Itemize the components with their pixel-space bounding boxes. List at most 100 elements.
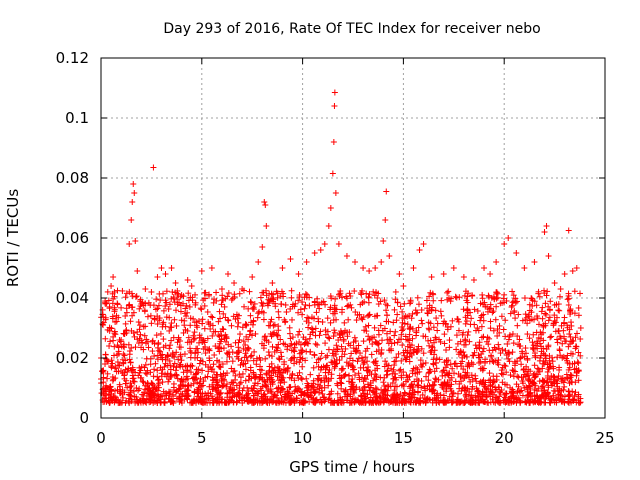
- data-point: [331, 103, 338, 109]
- data-point-cloud: [121, 352, 128, 359]
- data-point-cloud: [463, 318, 470, 325]
- data-point-cloud: [316, 332, 323, 339]
- data-point-cloud: [564, 296, 571, 303]
- data-point-cloud: [339, 365, 346, 372]
- data-point-cloud: [287, 357, 294, 364]
- data-point-cloud: [327, 319, 334, 326]
- data-point-cloud: [132, 344, 139, 351]
- data-point-cloud: [246, 288, 253, 295]
- data-point-cloud: [393, 354, 400, 361]
- data-point-cloud: [283, 309, 290, 316]
- data-point-cloud: [129, 290, 136, 297]
- data-point-cloud: [441, 331, 448, 338]
- y-tick-label: 0.02: [56, 349, 89, 367]
- data-point-cloud: [369, 341, 376, 348]
- data-point-cloud: [209, 332, 216, 339]
- data-point: [513, 250, 520, 256]
- data-point: [110, 274, 117, 280]
- data-point-cloud: [510, 340, 517, 347]
- data-point-cloud: [434, 327, 441, 334]
- data-point-cloud: [130, 375, 137, 382]
- data-point-cloud: [531, 350, 538, 357]
- data-point: [561, 271, 568, 277]
- data-point-cloud: [239, 387, 246, 394]
- data-point: [383, 188, 390, 195]
- data-point-cloud: [522, 345, 529, 352]
- data-point: [378, 259, 385, 265]
- data-point-cloud: [502, 317, 509, 324]
- data-point: [569, 268, 576, 274]
- data-point-cloud: [332, 351, 339, 358]
- data-point-cloud: [294, 372, 301, 379]
- data-point: [168, 265, 175, 271]
- data-point-cloud: [151, 366, 158, 373]
- data-point-cloud: [363, 290, 370, 297]
- data-point-cloud: [198, 306, 205, 313]
- data-point-cloud: [389, 379, 396, 386]
- data-point-cloud: [464, 293, 471, 300]
- data-point-cloud: [224, 316, 231, 323]
- data-point-cloud: [394, 311, 401, 318]
- data-point-cloud: [443, 347, 450, 354]
- chart-title: Day 293 of 2016, Rate Of TEC Index for r…: [163, 21, 540, 37]
- data-point-cloud: [418, 317, 425, 324]
- data-point-cloud: [399, 342, 406, 349]
- data-point-cloud: [167, 324, 174, 331]
- data-point-cloud: [542, 300, 549, 307]
- data-point-cloud: [464, 307, 471, 314]
- data-point: [148, 289, 155, 295]
- data-point-cloud: [325, 369, 332, 376]
- data-point-cloud: [566, 331, 573, 338]
- data-point-cloud: [547, 298, 554, 305]
- data-point-cloud: [225, 317, 232, 324]
- data-point-cloud: [188, 369, 195, 376]
- data-point: [541, 229, 548, 235]
- data-point-cloud: [213, 289, 220, 296]
- data-point-cloud: [434, 320, 441, 327]
- data-point-cloud: [554, 336, 561, 343]
- data-point: [551, 280, 558, 286]
- data-point-cloud: [233, 398, 240, 405]
- data-point: [372, 265, 379, 271]
- data-point-cloud: [229, 358, 236, 365]
- data-point: [184, 277, 191, 283]
- data-point-cloud: [117, 338, 124, 345]
- data-point-cloud: [126, 348, 133, 355]
- data-point-cloud: [455, 327, 462, 334]
- data-point-cloud: [137, 331, 144, 338]
- data-point-cloud: [201, 325, 208, 332]
- data-point-cloud: [391, 332, 398, 339]
- data-point-cloud: [392, 288, 399, 295]
- data-point-cloud: [217, 315, 224, 322]
- data-point-cloud: [496, 322, 503, 329]
- data-point-cloud: [297, 306, 304, 313]
- data-point-cloud: [377, 322, 384, 329]
- data-point-cloud: [418, 384, 425, 391]
- data-point-cloud: [104, 288, 111, 295]
- data-point-cloud: [254, 314, 261, 321]
- data-point-cloud: [536, 293, 543, 300]
- data-point-cloud: [126, 356, 133, 363]
- data-point-cloud: [556, 307, 563, 314]
- data-point: [218, 286, 225, 292]
- data-point: [154, 274, 161, 280]
- data-point-cloud: [556, 346, 563, 353]
- data-point: [106, 343, 113, 349]
- data-point-cloud: [108, 364, 115, 371]
- data-point-cloud: [371, 324, 378, 331]
- data-point-cloud: [524, 356, 531, 363]
- data-point: [311, 250, 318, 256]
- data-point-cloud: [346, 290, 353, 297]
- data-point-cloud: [511, 307, 518, 314]
- data-point: [158, 265, 165, 271]
- data-point-cloud: [295, 297, 302, 304]
- data-point: [261, 199, 268, 205]
- data-point-cloud: [499, 371, 506, 378]
- data-point-cloud: [244, 344, 251, 351]
- data-point-cloud: [492, 316, 499, 323]
- data-point-cloud: [461, 292, 468, 299]
- y-tick-label: 0.04: [56, 289, 89, 307]
- data-point-cloud: [277, 349, 284, 356]
- data-point-cloud: [239, 324, 246, 331]
